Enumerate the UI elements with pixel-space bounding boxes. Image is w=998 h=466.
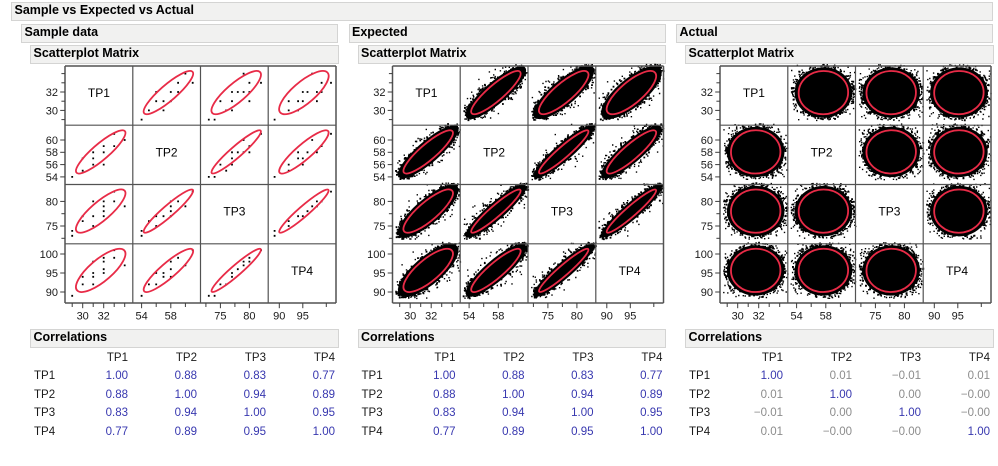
svg-text:90: 90 bbox=[601, 310, 613, 322]
svg-text:54: 54 bbox=[701, 172, 713, 184]
svg-text:TP4: TP4 bbox=[946, 264, 968, 278]
svg-text:TP4: TP4 bbox=[291, 264, 313, 278]
svg-text:54: 54 bbox=[46, 172, 58, 184]
svg-text:TP3: TP3 bbox=[878, 205, 900, 219]
svg-text:80: 80 bbox=[373, 196, 385, 208]
svg-text:30: 30 bbox=[77, 310, 89, 322]
svg-text:58: 58 bbox=[492, 310, 504, 322]
svg-text:TP3: TP3 bbox=[551, 205, 573, 219]
svg-text:TP2: TP2 bbox=[156, 145, 178, 159]
svg-text:54: 54 bbox=[373, 172, 385, 184]
svg-text:30: 30 bbox=[732, 310, 744, 322]
svg-text:95: 95 bbox=[701, 268, 713, 280]
svg-text:56: 56 bbox=[46, 160, 58, 172]
svg-text:60: 60 bbox=[701, 135, 713, 147]
svg-text:30: 30 bbox=[404, 310, 416, 322]
svg-text:100: 100 bbox=[367, 249, 385, 261]
svg-text:32: 32 bbox=[46, 87, 58, 99]
svg-text:80: 80 bbox=[243, 310, 255, 322]
svg-text:TP1: TP1 bbox=[415, 86, 437, 100]
svg-text:54: 54 bbox=[790, 310, 802, 322]
svg-text:32: 32 bbox=[425, 310, 437, 322]
svg-text:80: 80 bbox=[571, 310, 583, 322]
svg-text:95: 95 bbox=[297, 310, 309, 322]
svg-text:32: 32 bbox=[753, 310, 765, 322]
svg-text:75: 75 bbox=[701, 221, 713, 233]
svg-text:80: 80 bbox=[898, 310, 910, 322]
svg-text:100: 100 bbox=[695, 249, 713, 261]
svg-text:30: 30 bbox=[46, 105, 58, 117]
svg-text:54: 54 bbox=[135, 310, 147, 322]
svg-text:TP1: TP1 bbox=[743, 86, 765, 100]
svg-text:95: 95 bbox=[952, 310, 964, 322]
svg-text:100: 100 bbox=[40, 249, 58, 261]
svg-text:TP4: TP4 bbox=[619, 264, 641, 278]
svg-text:30: 30 bbox=[373, 105, 385, 117]
svg-text:TP3: TP3 bbox=[223, 205, 245, 219]
svg-text:90: 90 bbox=[273, 310, 285, 322]
svg-text:56: 56 bbox=[701, 160, 713, 172]
svg-text:80: 80 bbox=[701, 196, 713, 208]
svg-text:60: 60 bbox=[373, 135, 385, 147]
svg-text:TP2: TP2 bbox=[811, 145, 833, 159]
svg-text:32: 32 bbox=[373, 87, 385, 99]
svg-text:75: 75 bbox=[214, 310, 226, 322]
svg-text:58: 58 bbox=[820, 310, 832, 322]
svg-text:56: 56 bbox=[373, 160, 385, 172]
svg-text:75: 75 bbox=[46, 221, 58, 233]
svg-text:90: 90 bbox=[46, 287, 58, 299]
svg-text:75: 75 bbox=[373, 221, 385, 233]
svg-text:95: 95 bbox=[46, 268, 58, 280]
svg-text:58: 58 bbox=[165, 310, 177, 322]
svg-text:95: 95 bbox=[624, 310, 636, 322]
svg-text:32: 32 bbox=[98, 310, 110, 322]
svg-text:90: 90 bbox=[928, 310, 940, 322]
svg-text:90: 90 bbox=[373, 287, 385, 299]
svg-text:30: 30 bbox=[701, 105, 713, 117]
svg-text:75: 75 bbox=[542, 310, 554, 322]
svg-text:54: 54 bbox=[463, 310, 475, 322]
svg-text:75: 75 bbox=[869, 310, 881, 322]
svg-text:58: 58 bbox=[46, 147, 58, 159]
svg-text:95: 95 bbox=[373, 268, 385, 280]
svg-text:32: 32 bbox=[701, 87, 713, 99]
svg-text:58: 58 bbox=[701, 147, 713, 159]
svg-text:58: 58 bbox=[373, 147, 385, 159]
svg-text:TP1: TP1 bbox=[88, 86, 110, 100]
svg-text:90: 90 bbox=[701, 287, 713, 299]
svg-text:80: 80 bbox=[46, 196, 58, 208]
svg-text:60: 60 bbox=[46, 135, 58, 147]
svg-text:TP2: TP2 bbox=[483, 145, 505, 159]
